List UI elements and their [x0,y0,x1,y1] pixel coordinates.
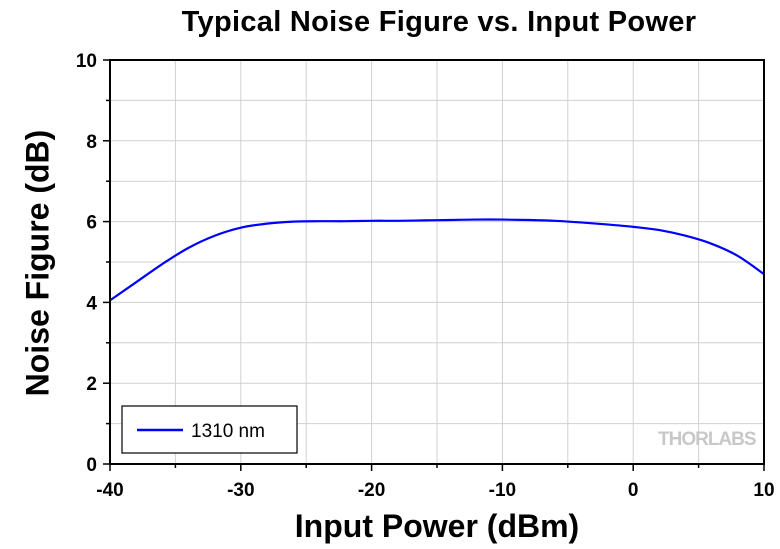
legend: 1310 nm [121,405,298,454]
series-layer [109,218,765,302]
y-tick-label: 0 [86,455,97,476]
y-tick-label: 4 [86,293,97,314]
y-axis-label: Noise Figure (dB) [19,129,56,397]
axis-ticks [103,59,765,471]
x-tick-label: -40 [96,480,123,501]
y-tick-label: 8 [86,132,97,153]
x-tick-label: -20 [358,480,385,501]
x-tick-label: -10 [489,480,516,501]
y-tick-label: 6 [86,213,97,234]
series-line-1310nm [109,218,765,302]
legend-label: 1310 nm [191,421,265,442]
thorlabs-watermark: THORLABS [658,429,756,450]
x-tick-label: 10 [753,480,774,501]
tick-labels: -40 -30 -20 -10 0 10 0 2 4 6 8 10 [76,51,775,501]
y-tick-label: 2 [86,374,97,395]
x-axis-label: Input Power (dBm) [294,508,580,544]
x-tick-label: 0 [628,480,639,501]
y-tick-label: 10 [76,51,97,72]
chart-title: Typical Noise Figure vs. Input Power [181,6,697,38]
x-tick-label: -30 [227,480,254,501]
